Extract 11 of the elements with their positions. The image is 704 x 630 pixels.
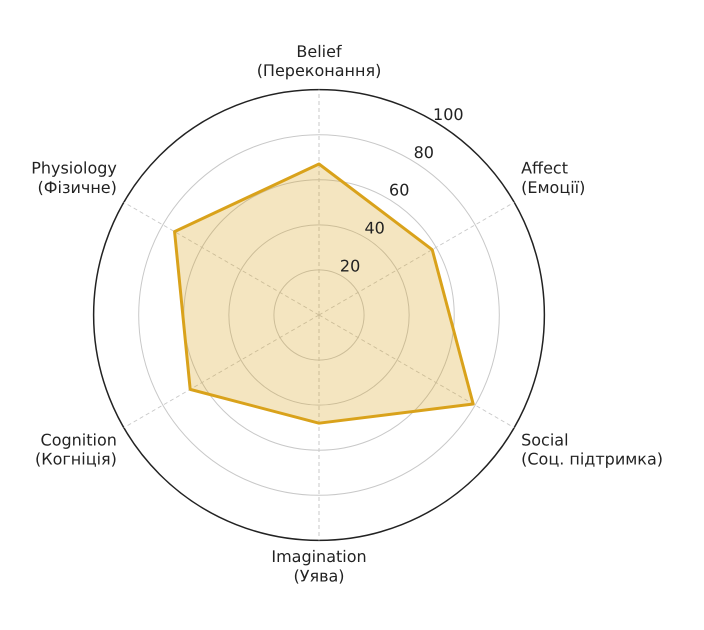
y-tick-label: 80 (414, 142, 434, 162)
y-tick-label: 40 (364, 218, 385, 238)
spoke-label: Social (Соц. підтримка) (521, 430, 663, 469)
spoke-label: Imagination (Уява) (271, 547, 367, 586)
spoke-label: Physiology (Фізичне) (31, 158, 117, 197)
spoke-label: Cognition (Когніція) (34, 430, 117, 469)
y-tick-label: 60 (389, 180, 410, 200)
y-tick-label: 100 (433, 105, 464, 124)
spoke-label: Affect (Емоції) (521, 158, 586, 197)
y-tick-label: 20 (340, 256, 360, 276)
spoke-label: Belief (Переконання) (256, 42, 382, 80)
